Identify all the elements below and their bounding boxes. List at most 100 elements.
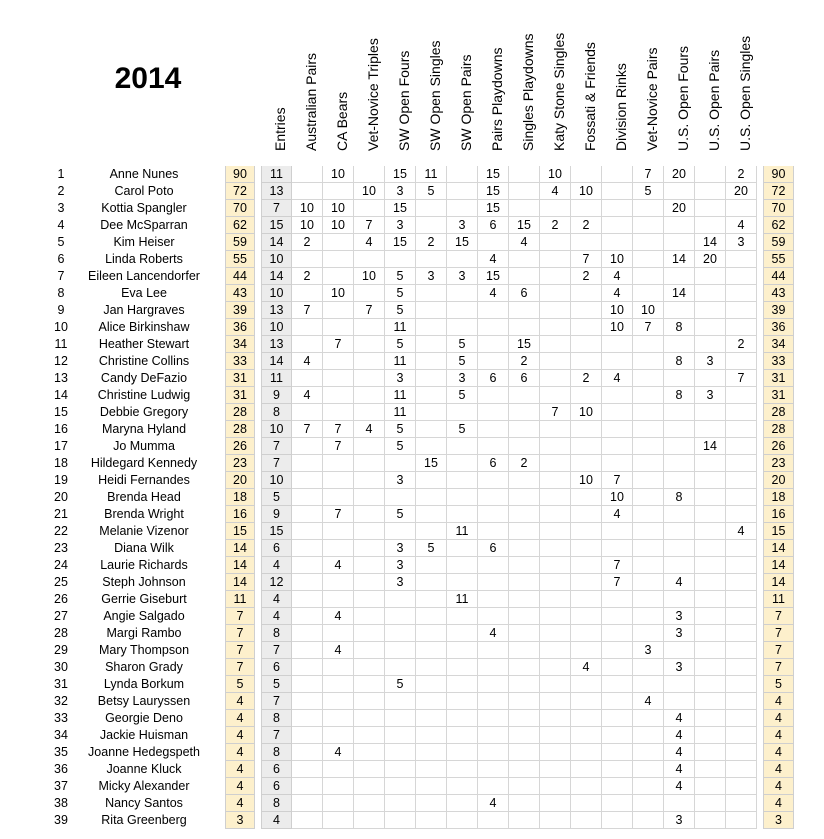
rank-cell: 29 bbox=[54, 643, 68, 657]
total-cell: 33 bbox=[225, 353, 255, 370]
event-points-cell: 4 bbox=[354, 421, 385, 438]
event-points-cell bbox=[540, 659, 571, 676]
entries-cell: 8 bbox=[261, 404, 292, 421]
event-points-cell bbox=[540, 710, 571, 727]
rank-cell: 2 bbox=[57, 184, 65, 198]
event-points-cell bbox=[540, 761, 571, 778]
event-points-cell bbox=[695, 557, 726, 574]
total-cell-right: 44 bbox=[763, 268, 794, 285]
event-points-cell bbox=[447, 608, 478, 625]
total-cell-right: 11 bbox=[763, 591, 794, 608]
table-row: 2 Carol Poto 72 13 10 3 5 15 4 10 5 20 72 bbox=[0, 183, 824, 200]
event-points-cell: 7 bbox=[633, 319, 664, 336]
event-points-cell bbox=[354, 557, 385, 574]
event-points-cell bbox=[478, 710, 509, 727]
event-points-cell bbox=[478, 812, 509, 829]
event-points-cell bbox=[354, 506, 385, 523]
event-points-cell bbox=[602, 455, 633, 472]
event-points-cell bbox=[540, 285, 571, 302]
event-points-cell bbox=[602, 523, 633, 540]
event-points-cell bbox=[664, 642, 695, 659]
total-cell: 7 bbox=[225, 608, 255, 625]
event-points-cell: 4 bbox=[571, 659, 602, 676]
event-points-cell: 15 bbox=[509, 217, 540, 234]
header-event: Singles Playdowns bbox=[520, 33, 536, 167]
event-points-cell bbox=[292, 319, 323, 336]
event-points-cell: 4 bbox=[478, 285, 509, 302]
event-points-cell bbox=[695, 506, 726, 523]
entries-cell: 11 bbox=[261, 370, 292, 387]
total-cell-right: 33 bbox=[763, 353, 794, 370]
total-cell-right: 7 bbox=[763, 608, 794, 625]
name-cell: Anne Nunes bbox=[109, 167, 179, 181]
event-points-cell bbox=[571, 421, 602, 438]
event-points-cell: 4 bbox=[478, 625, 509, 642]
event-points-cell: 8 bbox=[664, 319, 695, 336]
event-points-cell bbox=[478, 353, 509, 370]
event-points-cell bbox=[416, 489, 447, 506]
event-points-cell: 2 bbox=[509, 455, 540, 472]
event-points-cell bbox=[354, 744, 385, 761]
event-points-cell bbox=[540, 489, 571, 506]
event-points-cell bbox=[726, 574, 757, 591]
event-points-cell bbox=[447, 472, 478, 489]
entries-cell: 4 bbox=[261, 557, 292, 574]
event-points-cell: 6 bbox=[478, 540, 509, 557]
event-points-cell bbox=[509, 727, 540, 744]
header-label: Vet-Novice Triples bbox=[365, 38, 381, 151]
total-cell: 43 bbox=[225, 285, 255, 302]
event-points-cell bbox=[695, 472, 726, 489]
event-points-cell bbox=[540, 387, 571, 404]
rank-cell: 34 bbox=[54, 728, 68, 742]
event-points-cell bbox=[447, 404, 478, 421]
event-points-cell: 3 bbox=[385, 183, 416, 200]
event-points-cell bbox=[416, 608, 447, 625]
event-points-cell bbox=[602, 727, 633, 744]
event-points-cell: 4 bbox=[478, 251, 509, 268]
event-points-cell bbox=[509, 557, 540, 574]
entries-cell: 10 bbox=[261, 472, 292, 489]
total-cell-right: 5 bbox=[763, 676, 794, 693]
event-points-cell bbox=[447, 693, 478, 710]
event-points-cell bbox=[354, 727, 385, 744]
total-cell: 20 bbox=[225, 472, 255, 489]
event-points-cell: 5 bbox=[447, 353, 478, 370]
name-cell: Mary Thompson bbox=[98, 643, 190, 657]
event-points-cell bbox=[633, 455, 664, 472]
name-cell: Betsy Lauryssen bbox=[97, 694, 191, 708]
total-cell: 44 bbox=[225, 268, 255, 285]
event-points-cell bbox=[354, 659, 385, 676]
event-points-cell: 3 bbox=[726, 234, 757, 251]
event-points-cell bbox=[509, 591, 540, 608]
table-row: 34 Jackie Huisman 4 7 4 4 bbox=[0, 727, 824, 744]
total-cell: 14 bbox=[225, 540, 255, 557]
event-points-cell bbox=[447, 251, 478, 268]
name-cell: Eileen Lancendorfer bbox=[88, 269, 200, 283]
total-cell: 4 bbox=[225, 727, 255, 744]
event-points-cell bbox=[540, 557, 571, 574]
event-points-cell bbox=[695, 812, 726, 829]
entries-cell: 13 bbox=[261, 183, 292, 200]
event-points-cell: 10 bbox=[540, 166, 571, 183]
name-cell: Candy DeFazio bbox=[100, 371, 188, 385]
event-points-cell: 7 bbox=[323, 336, 354, 353]
total-cell: 7 bbox=[225, 642, 255, 659]
event-points-cell bbox=[571, 676, 602, 693]
total-cell: 15 bbox=[225, 523, 255, 540]
total-cell-right: 4 bbox=[763, 761, 794, 778]
header-event: Division Rinks bbox=[613, 63, 629, 167]
event-points-cell bbox=[416, 727, 447, 744]
event-points-cell bbox=[323, 795, 354, 812]
event-points-cell bbox=[323, 387, 354, 404]
table-row: 39 Rita Greenberg 3 4 3 3 bbox=[0, 812, 824, 829]
event-points-cell bbox=[509, 268, 540, 285]
event-points-cell: 2 bbox=[292, 268, 323, 285]
event-points-cell bbox=[602, 353, 633, 370]
event-points-cell bbox=[633, 795, 664, 812]
event-points-cell bbox=[509, 540, 540, 557]
event-points-cell: 14 bbox=[695, 234, 726, 251]
event-points-cell bbox=[292, 285, 323, 302]
entries-cell: 7 bbox=[261, 200, 292, 217]
event-points-cell bbox=[323, 455, 354, 472]
event-points-cell: 4 bbox=[602, 268, 633, 285]
